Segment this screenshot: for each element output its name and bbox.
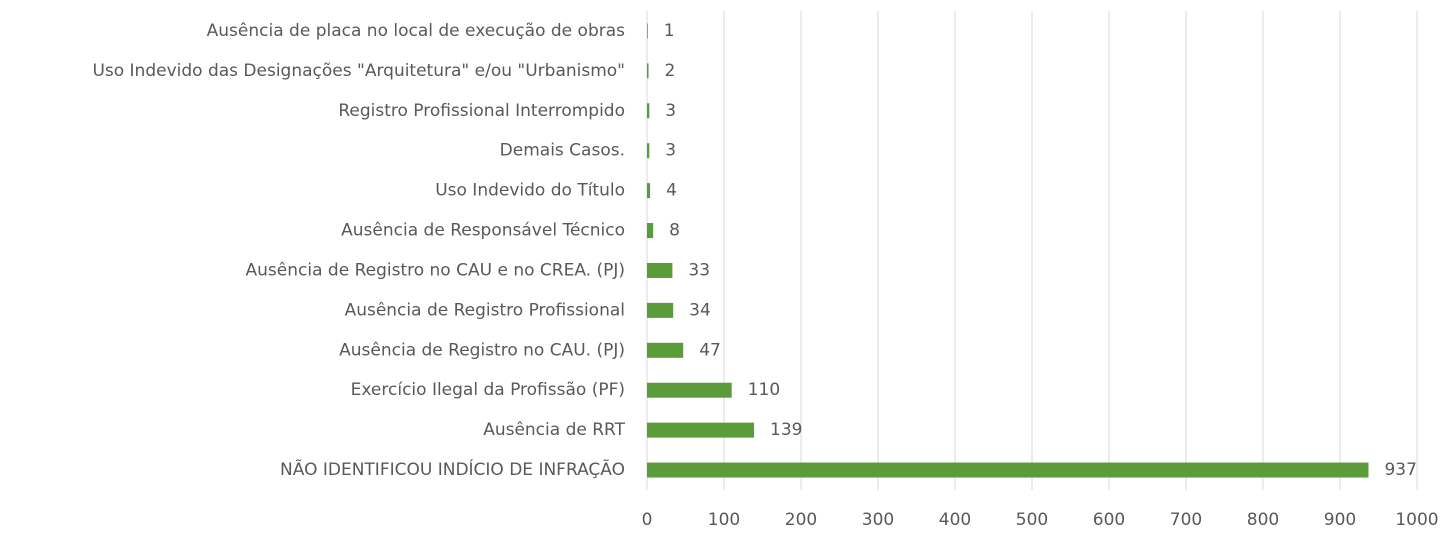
- bar: [647, 183, 651, 199]
- y-tick-label: Uso Indevido do Título: [435, 181, 625, 201]
- data-label: 3: [665, 101, 676, 121]
- data-label: 8: [669, 221, 680, 241]
- y-tick-label: NÃO IDENTIFICOU INDÍCIO DE INFRAÇÃO: [280, 458, 625, 480]
- x-tick-label: 0: [642, 510, 653, 530]
- data-label: 139: [770, 420, 802, 440]
- bar: [647, 422, 755, 438]
- bar: [647, 63, 649, 79]
- x-tick-label: 800: [1247, 510, 1279, 530]
- data-label: 33: [688, 260, 710, 280]
- y-tick-label: Ausência de Registro Profissional: [345, 300, 625, 320]
- bar: [647, 103, 650, 119]
- x-tick-label: 900: [1324, 510, 1356, 530]
- y-tick-label: Demais Casos.: [500, 141, 625, 161]
- x-tick-label: 100: [708, 510, 740, 530]
- x-tick-label: 200: [785, 510, 817, 530]
- bar: [647, 382, 732, 398]
- y-tick-label: Ausência de Registro no CAU e no CREA. (…: [246, 260, 625, 280]
- y-tick-label: Uso Indevido das Designações "Arquitetur…: [92, 61, 625, 81]
- data-label: 110: [748, 380, 780, 400]
- x-tick-label: 500: [1016, 510, 1048, 530]
- x-tick-label: 300: [862, 510, 894, 530]
- y-tick-label: Ausência de RRT: [483, 420, 625, 440]
- x-tick-label: 700: [1170, 510, 1202, 530]
- x-tick-label: 600: [1093, 510, 1125, 530]
- data-label: 47: [699, 340, 721, 360]
- bar: [647, 23, 648, 39]
- bar: [647, 143, 650, 159]
- y-tick-label: Registro Profissional Interrompido: [338, 101, 625, 121]
- data-label: 937: [1384, 460, 1416, 480]
- data-label: 1: [664, 21, 675, 41]
- data-label: 2: [665, 61, 676, 81]
- bar: [647, 302, 674, 318]
- y-tick-label: Ausência de Responsável Técnico: [341, 221, 625, 241]
- y-tick-label: Ausência de Registro no CAU. (PJ): [339, 340, 625, 360]
- bar: [647, 223, 654, 239]
- data-label: 4: [666, 181, 677, 201]
- data-label: 3: [665, 141, 676, 161]
- data-label: 34: [689, 300, 711, 320]
- bar: [647, 262, 673, 278]
- y-tick-label: Exercício Ilegal da Profissão (PF): [351, 380, 625, 400]
- y-tick-label: Ausência de placa no local de execução d…: [207, 21, 625, 41]
- x-tick-label: 400: [939, 510, 971, 530]
- x-tick-label: 1000: [1395, 510, 1438, 530]
- bar: [647, 462, 1369, 478]
- bar: [647, 342, 684, 358]
